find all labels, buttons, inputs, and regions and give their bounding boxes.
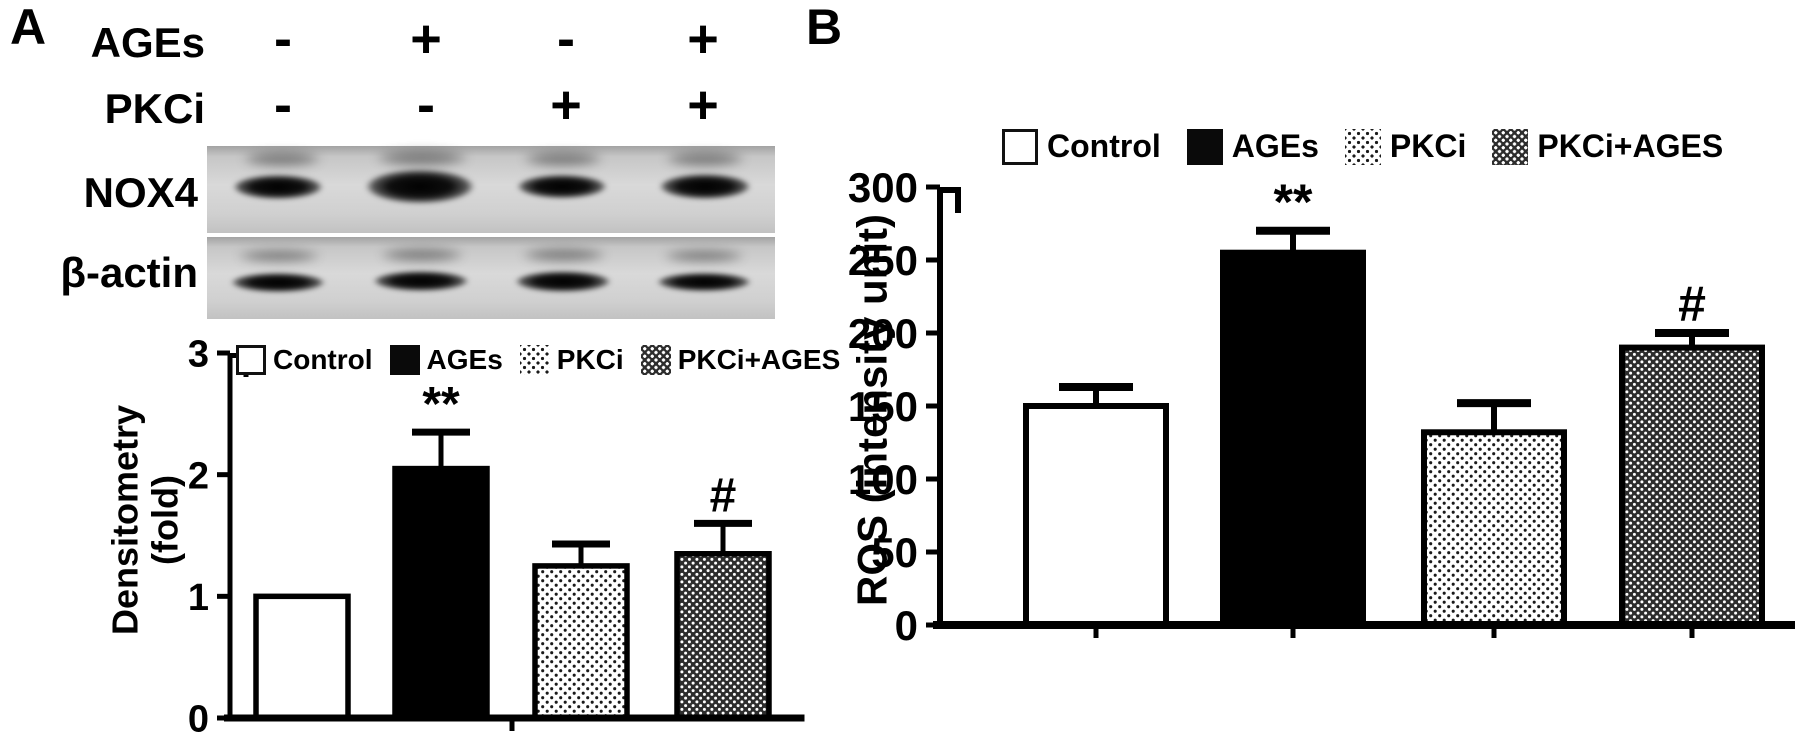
bar-pkci: [1421, 429, 1567, 628]
legend-item-control: Control: [1002, 128, 1161, 165]
nox4-band-lane3: [500, 170, 624, 203]
beta-actin-band-lane4: [639, 269, 769, 295]
beta-actin-smear-lane1: [221, 247, 337, 265]
beta-actin-smear-lane2: [363, 245, 481, 265]
ages-mark-lane1: -: [274, 9, 292, 69]
condition-label-pkci: PKCi: [104, 85, 205, 132]
y-tick-label: 3: [188, 334, 209, 376]
legend-label-ages: AGEs: [426, 344, 503, 375]
nox4-smear-lane3: [507, 148, 619, 170]
significance-marker-ages: **: [1274, 174, 1313, 230]
significance-marker-pkci-ages: #: [1678, 276, 1706, 332]
condition-label-ages: AGEs: [90, 19, 205, 66]
y-tick-label: 0: [895, 602, 918, 649]
control-swatch-icon: [1002, 128, 1038, 165]
y-tick-label: 0: [188, 699, 209, 741]
legend-label-pkci: PKCi: [1389, 128, 1467, 164]
y-tick-label: 250: [848, 237, 918, 284]
y-tick-label: 2: [188, 455, 209, 497]
legend-panel-b: Control AGEs PKCi PKCi+AGES: [1002, 128, 1723, 165]
plot-area: ** #0 50 100 150 200 250 300: [848, 164, 1795, 649]
y-tick-label: 300: [848, 164, 918, 211]
legend-label-pkci-ages: PKCi+AGES: [677, 344, 841, 375]
panel-a-label: A: [10, 0, 47, 55]
beta-actin-smear-lane4: [647, 247, 761, 265]
y-axis-top-hook: [940, 187, 961, 213]
nox4-band-lane1: [216, 170, 340, 204]
ages-swatch-icon: [389, 345, 420, 375]
y-tick-label: 1: [188, 577, 209, 619]
bar-control: [253, 593, 351, 721]
ages-mark-lane4: +: [687, 9, 719, 69]
legend-item-ages: AGEs: [389, 344, 503, 376]
nox4-smear-lane2: [357, 146, 487, 170]
legend-label-pkci-ages: PKCi+AGES: [1537, 128, 1724, 164]
control-swatch-icon: [236, 345, 266, 375]
nox4-band-lane4: [642, 169, 768, 204]
beta-actin-band-lane1: [213, 269, 343, 296]
legend-item-control: Control: [236, 344, 373, 376]
beta-actin-band-lane2: [355, 267, 487, 295]
ages-mark-lane3: -: [557, 9, 575, 69]
significance-marker-pkci-ages: #: [710, 469, 737, 522]
densitometry-bar-chart: ** #0 1 2 3: [188, 334, 805, 741]
panel-b-label: B: [806, 0, 843, 55]
bar-pkci-ages: [1619, 344, 1765, 628]
western-blot-strip-nox4: [207, 146, 775, 233]
ages-mark-lane2: +: [410, 9, 442, 69]
legend-label-control: Control: [273, 344, 373, 375]
bar-control: [1023, 403, 1169, 628]
blot-label-nox4: NOX4: [83, 169, 198, 216]
pkci-swatch-icon: [1344, 128, 1381, 165]
nox4-band-lane2: [345, 163, 495, 210]
significance-marker-ages: **: [422, 378, 460, 431]
ros-bar-chart: ** #0 50 100 150 200 250 300: [848, 164, 1795, 649]
western-blot-strip-beta-actin: [207, 237, 775, 319]
beta-actin-smear-lane3: [505, 245, 623, 265]
bar-ages: [392, 465, 490, 721]
nox4-smear-lane1: [227, 148, 337, 170]
legend-item-pkci-ages: PKCi+AGES: [1492, 128, 1723, 165]
legend-item-ages: AGEs: [1186, 128, 1319, 165]
legend-item-pkci-ages: PKCi+AGES: [640, 344, 841, 376]
bar-pkci-ages: [674, 551, 772, 721]
pkci-mark-lane1: -: [274, 75, 292, 135]
nox4-smear-lane4: [649, 148, 761, 170]
legend-item-pkci: PKCi: [1344, 128, 1467, 165]
pkci-mark-lane3: +: [550, 75, 582, 135]
legend-item-pkci: PKCi: [519, 344, 624, 376]
plot-area: ** #0 1 2 3: [188, 334, 805, 741]
ages-swatch-icon: [1186, 128, 1223, 165]
legend-label-ages: AGEs: [1231, 128, 1319, 164]
pkci-ages-swatch-icon: [1492, 128, 1529, 165]
pkci-mark-lane4: +: [687, 75, 719, 135]
bar-pkci: [532, 563, 630, 721]
pkci-mark-lane2: -: [417, 75, 435, 135]
y-tick-label: 150: [848, 383, 918, 430]
y-tick-label: 200: [848, 310, 918, 357]
y-tick-label: 100: [848, 456, 918, 503]
legend-panel-a: Control AGEs PKCi PKCi+AGES: [236, 344, 840, 376]
y-tick-label: 50: [871, 529, 918, 576]
bar-ages: [1220, 249, 1366, 628]
legend-label-control: Control: [1047, 128, 1161, 164]
blot-label-beta-actin: β-actin: [60, 249, 198, 296]
pkci-swatch-icon: [519, 345, 550, 375]
beta-actin-band-lane3: [497, 267, 629, 296]
legend-label-pkci: PKCi: [556, 344, 624, 375]
pkci-ages-swatch-icon: [640, 345, 671, 375]
